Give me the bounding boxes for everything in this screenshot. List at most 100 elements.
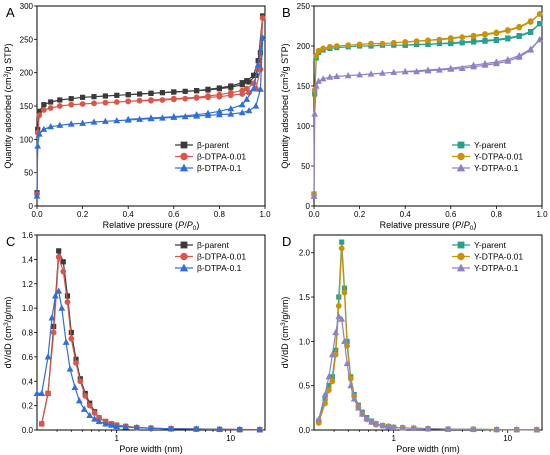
x-tick-label: 0.4: [400, 210, 412, 219]
legend-label: β-DTPA-0.1: [197, 263, 242, 273]
y-tick-label: 50: [24, 169, 33, 178]
data-point: [80, 405, 88, 412]
data-point: [469, 425, 477, 432]
panel-letter: B: [282, 5, 291, 20]
legend-label: Y-DTPA-0.1: [474, 163, 519, 173]
data-point: [536, 36, 544, 43]
data-point: [341, 289, 348, 296]
data-point: [34, 142, 42, 149]
x-tick-label: 0.2: [77, 210, 89, 219]
data-point: [51, 292, 59, 299]
y-tick-label: 1.6: [22, 231, 34, 240]
data-point: [204, 111, 212, 118]
y-tick-label: 50: [301, 162, 310, 171]
data-point: [55, 287, 63, 294]
legend-marker: [180, 252, 188, 261]
data-point: [62, 338, 70, 345]
data-point: [528, 29, 534, 35]
data-point: [79, 119, 86, 126]
legend-marker: [179, 163, 189, 172]
y-tick-label: 0.4: [22, 377, 34, 386]
data-point: [73, 356, 79, 362]
data-point: [482, 31, 488, 38]
legend-label: β-DTPA-0.01: [197, 152, 246, 162]
data-point: [245, 107, 253, 114]
data-point: [259, 34, 267, 41]
data-point: [425, 37, 431, 44]
data-point: [335, 303, 342, 309]
data-point: [504, 57, 512, 64]
data-point: [50, 329, 57, 336]
data-point: [113, 117, 121, 124]
y-tick-label: 1.0: [299, 337, 311, 346]
y-tick-label: 150: [297, 82, 311, 91]
data-point: [216, 111, 223, 118]
y-tick-label: 1.2: [22, 280, 34, 289]
data-point: [327, 43, 333, 50]
legend-item: β-DTPA-0.1: [175, 163, 242, 173]
series-desorption-line: [128, 37, 264, 120]
data-point: [114, 92, 120, 98]
data-point: [259, 15, 266, 21]
x-tick-label: 1: [114, 434, 119, 443]
data-point: [159, 90, 165, 96]
data-point: [310, 192, 318, 199]
data-point: [68, 329, 74, 336]
data-point: [75, 397, 83, 404]
data-point: [313, 52, 320, 59]
data-point: [64, 299, 71, 305]
data-point: [246, 79, 252, 85]
legend-label: β-DTPA-0.01: [197, 252, 246, 262]
data-point: [41, 102, 47, 108]
y-tick-label: 100: [297, 122, 311, 131]
data-point: [482, 38, 488, 44]
data-point: [347, 382, 355, 389]
data-point: [45, 390, 51, 397]
data-point: [315, 77, 322, 84]
data-point: [67, 120, 75, 127]
data-point: [516, 24, 523, 31]
y-axis-title: dV/dD (cm3/g/nm): [3, 297, 13, 369]
data-point: [527, 46, 534, 53]
data-point: [341, 337, 348, 344]
data-point: [48, 314, 56, 321]
data-point: [125, 92, 131, 98]
data-point: [252, 102, 260, 109]
panel-c: C 0.0 0.2 0.4 0.6 0.8 1.0 1.2 1.4 1.6 1 10 β-parent β…: [6, 231, 266, 443]
data-point: [329, 378, 336, 385]
legend-marker: [457, 241, 465, 249]
data-point: [82, 392, 89, 399]
data-point: [239, 91, 246, 97]
data-point: [399, 424, 407, 431]
data-point: [402, 39, 409, 45]
data-point: [356, 71, 363, 78]
legend-label: Y-DTPA-0.01: [474, 152, 523, 162]
data-point: [48, 99, 54, 105]
data-point: [181, 113, 189, 120]
legend-label: Y-parent: [474, 240, 506, 250]
x-tick-label: 0.8: [491, 210, 503, 219]
data-point: [102, 117, 109, 124]
legend-marker: [457, 152, 465, 161]
data-point: [257, 66, 264, 73]
data-point: [385, 422, 392, 430]
x-tick-label: 10: [226, 434, 235, 443]
data-point: [227, 110, 235, 117]
data-point: [171, 89, 177, 95]
data-point: [147, 424, 155, 431]
legend-marker: [179, 263, 189, 272]
data-point: [319, 75, 327, 82]
data-point: [493, 60, 500, 67]
data-point: [125, 98, 132, 105]
data-point: [321, 390, 329, 398]
data-point: [320, 45, 327, 52]
data-point: [96, 414, 102, 421]
panel-letter: A: [6, 5, 15, 20]
data-point: [227, 105, 235, 112]
data-point: [505, 36, 511, 42]
legend-marker: [456, 263, 466, 272]
x-axis-title: Pore width (nm): [119, 444, 183, 454]
data-point: [257, 85, 264, 92]
data-point: [66, 365, 74, 372]
